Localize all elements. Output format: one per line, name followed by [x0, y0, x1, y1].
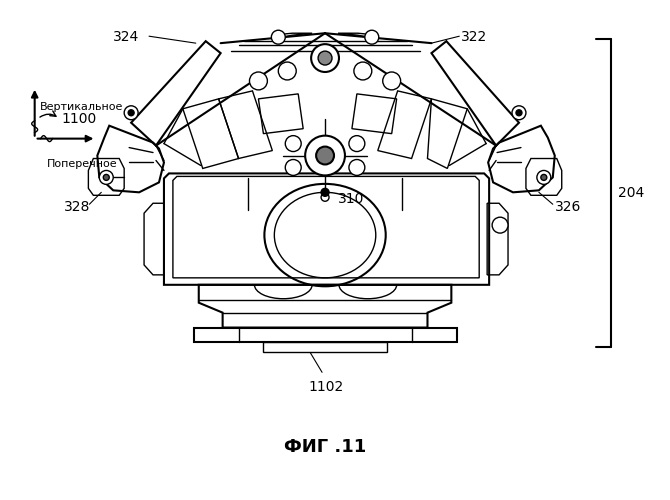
Circle shape	[316, 146, 334, 164]
Text: 1100: 1100	[62, 112, 96, 126]
Text: 322: 322	[461, 30, 488, 44]
Circle shape	[512, 106, 526, 120]
Circle shape	[383, 72, 401, 90]
Text: 326: 326	[555, 200, 581, 214]
Text: Поперечное: Поперечное	[47, 158, 117, 168]
Circle shape	[354, 62, 372, 80]
Circle shape	[285, 160, 302, 176]
Circle shape	[285, 136, 302, 152]
Circle shape	[492, 217, 508, 233]
Circle shape	[128, 110, 134, 116]
Circle shape	[249, 72, 267, 90]
Circle shape	[318, 51, 332, 65]
Circle shape	[278, 62, 296, 80]
Circle shape	[305, 136, 345, 175]
Circle shape	[271, 30, 285, 44]
Circle shape	[103, 174, 109, 180]
Text: 324: 324	[113, 30, 139, 44]
Circle shape	[349, 160, 365, 176]
Circle shape	[541, 174, 547, 180]
Circle shape	[516, 110, 522, 116]
Circle shape	[321, 188, 329, 196]
Text: 1102: 1102	[308, 380, 344, 394]
Text: 204: 204	[618, 186, 645, 200]
Text: Вертикальное: Вертикальное	[40, 102, 123, 112]
Circle shape	[349, 136, 365, 152]
Circle shape	[124, 106, 138, 120]
Circle shape	[365, 30, 379, 44]
Circle shape	[99, 170, 113, 184]
Text: 310: 310	[338, 192, 364, 206]
Circle shape	[537, 170, 551, 184]
Circle shape	[321, 194, 329, 202]
Text: 328: 328	[64, 200, 90, 214]
Circle shape	[311, 44, 339, 72]
Text: ФИГ .11: ФИГ .11	[284, 438, 366, 456]
